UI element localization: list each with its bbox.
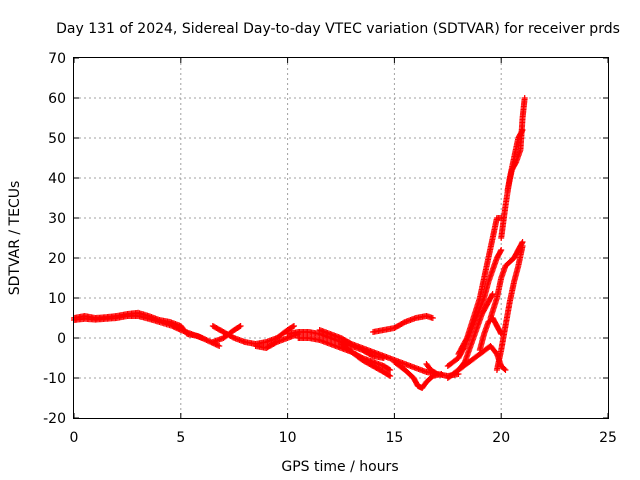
y-tick-label: 50 [48, 131, 66, 147]
data-point [291, 323, 298, 329]
y-axis-label: SDTVAR / TECUs [7, 181, 23, 296]
data-point [387, 373, 394, 379]
data-point [386, 372, 393, 379]
data-point [429, 315, 436, 321]
data-point [498, 247, 505, 253]
y-tick-label: 40 [48, 171, 66, 187]
data-point [489, 292, 496, 299]
series-arc16 [455, 215, 505, 357]
series-arc20 [493, 243, 526, 373]
data-point [289, 323, 296, 330]
x-tick-label: 25 [599, 430, 617, 446]
plot-frame [73, 57, 609, 419]
data-point [236, 323, 243, 330]
x-tick-label: 10 [279, 430, 297, 446]
y-tick-label: 30 [48, 211, 66, 227]
data-point [199, 335, 206, 341]
series-arc5 [241, 323, 298, 347]
x-tick-label: 5 [176, 430, 185, 446]
x-axis-label: GPS time / hours [281, 459, 398, 475]
data-point [519, 243, 526, 249]
x-tick-label: 15 [385, 430, 403, 446]
chart-title: Day 131 of 2024, Sidereal Day-to-day VTE… [56, 21, 620, 37]
data-point [521, 95, 528, 101]
y-tick-label: 60 [48, 91, 66, 107]
y-tick-label: 70 [48, 51, 66, 67]
series-arc12 [391, 359, 445, 391]
data-point [237, 323, 244, 329]
data-point [497, 248, 504, 255]
y-tick-label: -20 [43, 411, 66, 427]
data-point [501, 366, 508, 372]
x-tick-label: 0 [70, 430, 79, 446]
data-point [489, 291, 496, 297]
data-point [386, 366, 393, 373]
data-point [502, 367, 509, 373]
series-arc10 [338, 341, 394, 379]
series-arc4 [209, 323, 244, 345]
series-arc22 [504, 95, 528, 193]
series-arc9 [316, 327, 441, 377]
y-tick-label: 20 [48, 251, 66, 267]
grid [74, 58, 608, 418]
series-arc19 [487, 239, 526, 321]
data-point [216, 343, 223, 349]
y-tick-label: 10 [48, 291, 66, 307]
data-series [71, 95, 528, 391]
y-tick-label: -10 [43, 371, 66, 387]
series-arc2 [71, 313, 206, 341]
x-tick-label: 20 [492, 430, 510, 446]
y-tick-label: 0 [57, 331, 66, 347]
series-arc11 [370, 313, 436, 335]
data-point [387, 367, 394, 373]
ticks: 0 5 10 15 20 25 -20 -10 0 10 20 30 40 50 60 70 [43, 51, 617, 446]
